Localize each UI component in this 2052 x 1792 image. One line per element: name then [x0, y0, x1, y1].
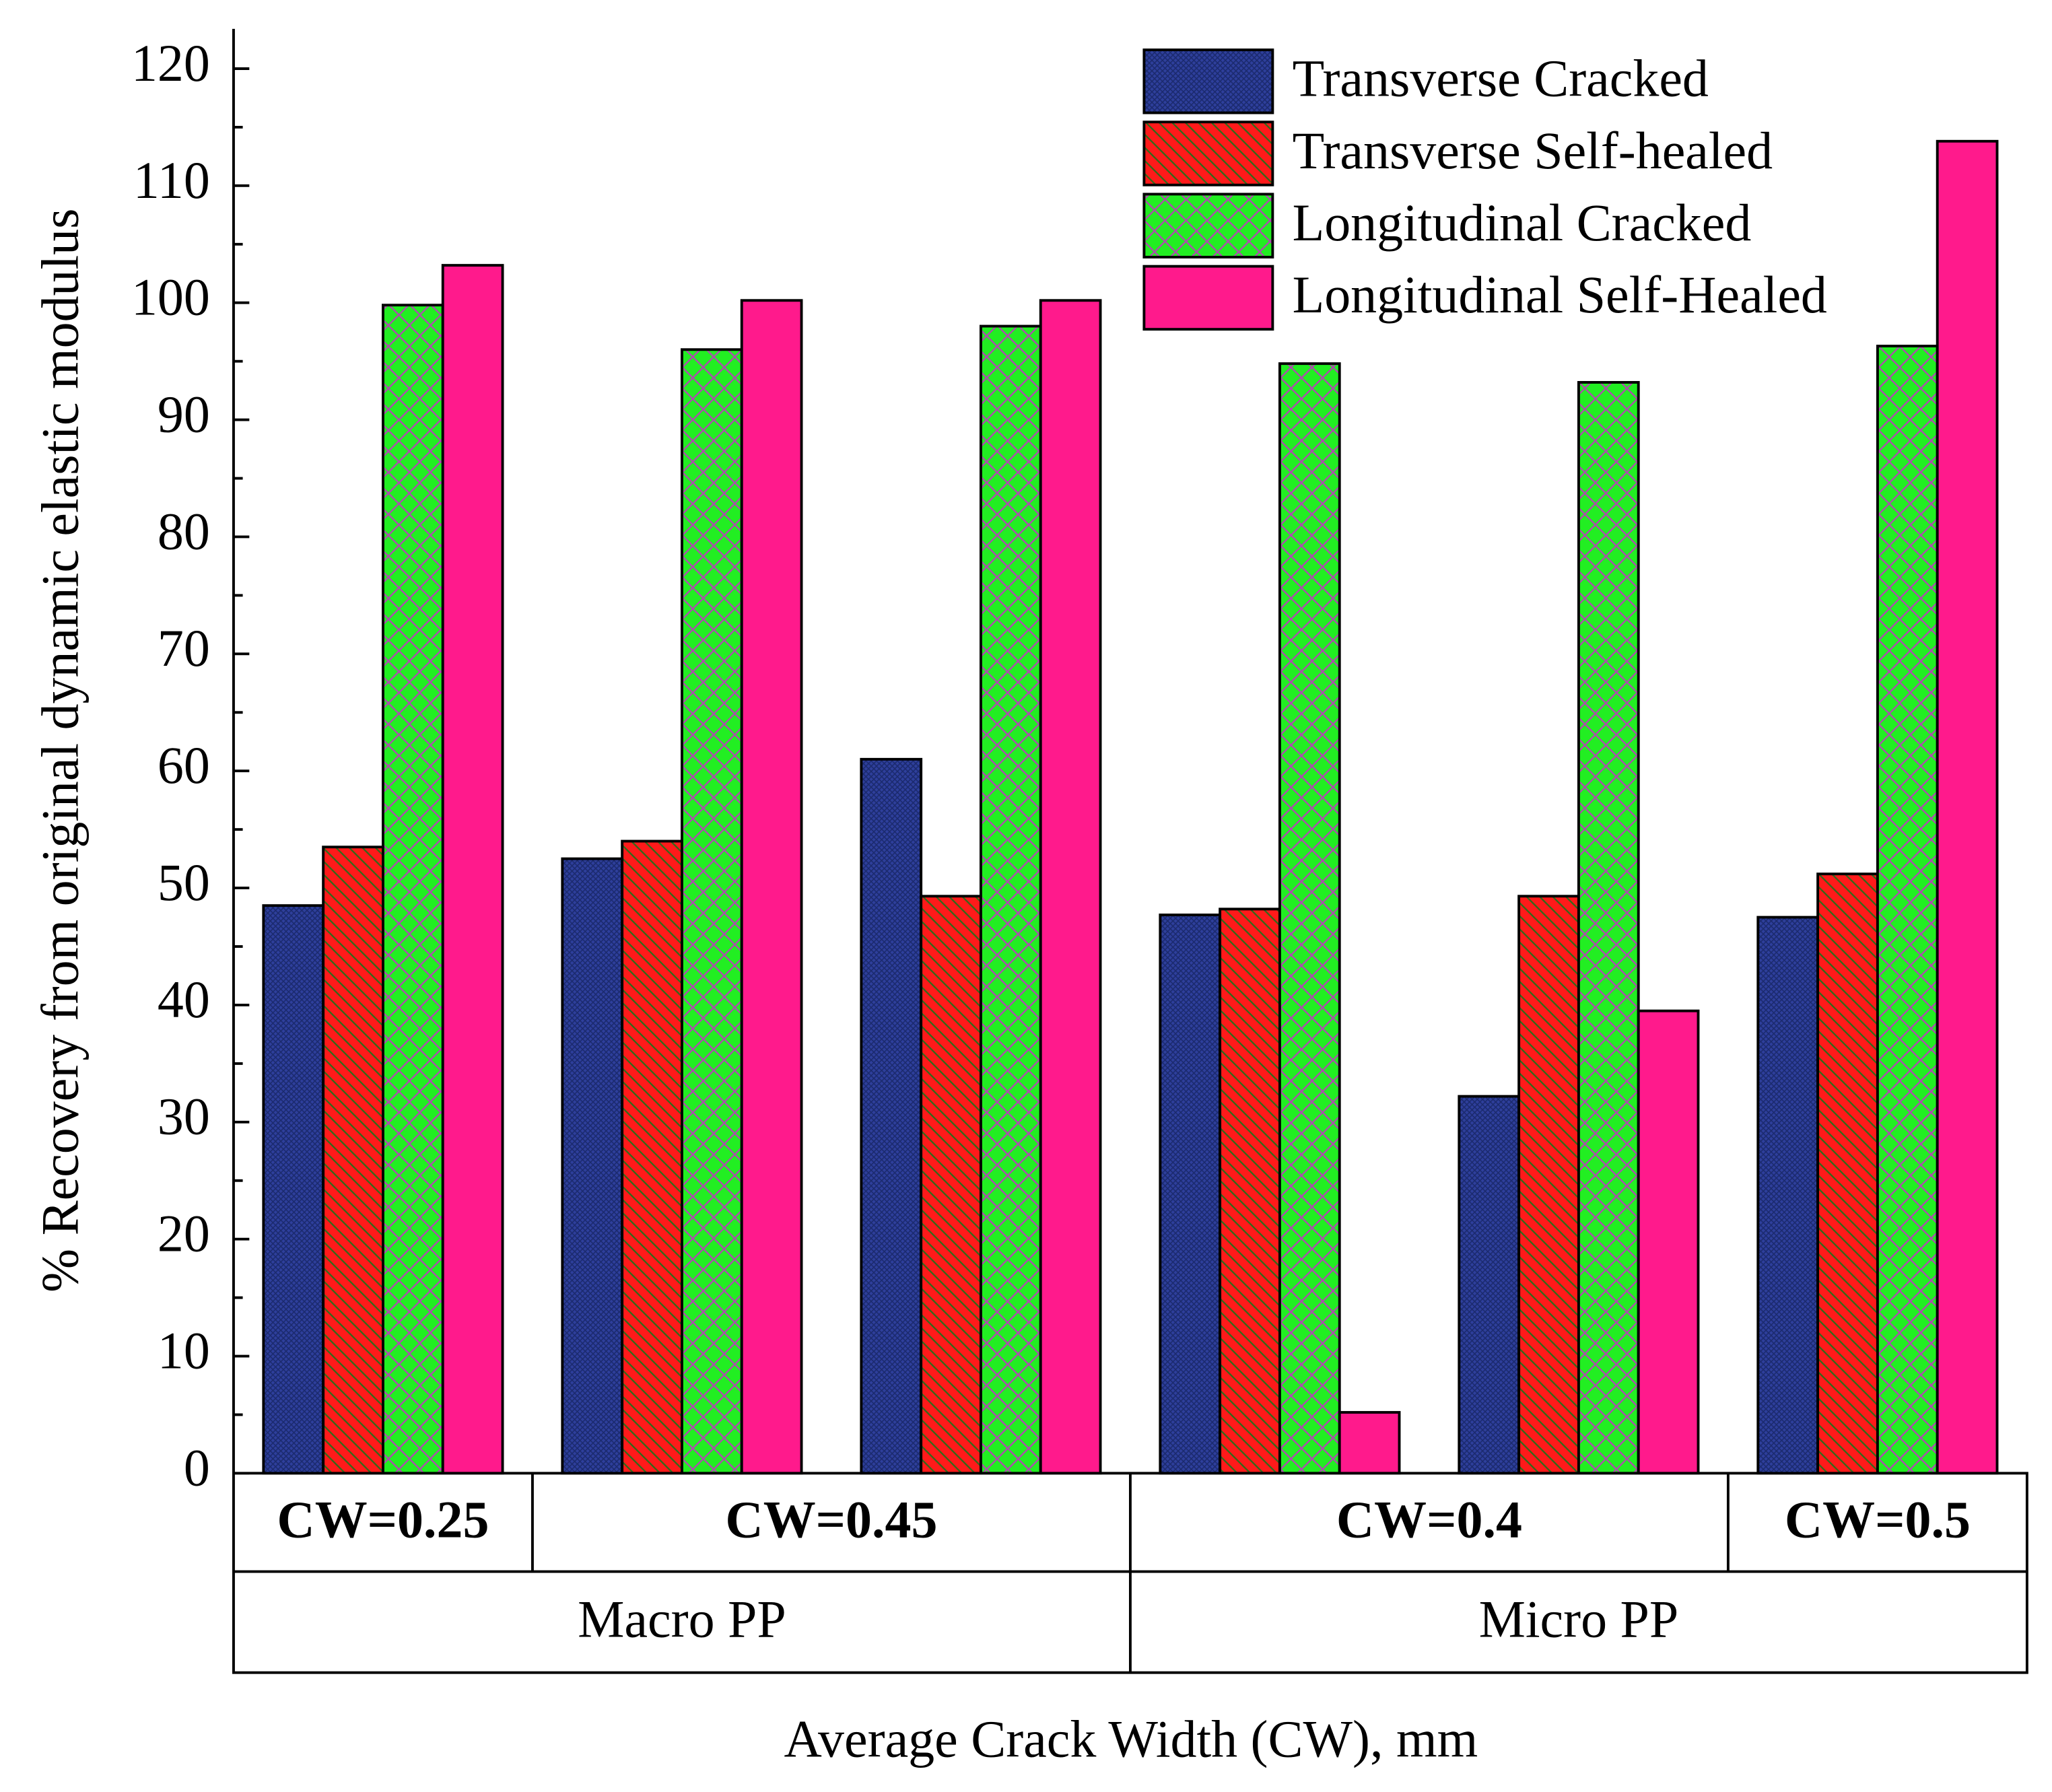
- category-label: Macro PP: [578, 1590, 786, 1648]
- bar: [979, 324, 1042, 1475]
- y-tick-label: 120: [131, 34, 210, 92]
- category-label: CW=0.5: [1785, 1490, 1971, 1548]
- legend-swatch: [1142, 120, 1274, 186]
- bar: [1159, 914, 1222, 1475]
- bar: [1039, 299, 1102, 1475]
- bar: [1517, 895, 1580, 1475]
- bar: [381, 304, 444, 1475]
- bar: [740, 299, 803, 1475]
- bar: [322, 846, 384, 1475]
- y-tick-label: 10: [158, 1321, 210, 1379]
- y-tick-label: 0: [184, 1439, 210, 1496]
- bar: [1577, 381, 1640, 1475]
- y-tick-label: 30: [158, 1088, 210, 1146]
- y-tick-label: 20: [158, 1205, 210, 1263]
- y-tick-label: 80: [158, 502, 210, 560]
- y-tick-label: 90: [158, 385, 210, 443]
- y-tick-label: 50: [158, 854, 210, 911]
- bar: [1338, 1411, 1401, 1475]
- bar: [680, 348, 743, 1475]
- legend-label: Transverse Self-healed: [1293, 122, 1773, 180]
- legend-swatch: [1142, 193, 1274, 259]
- y-tick-label: 60: [158, 736, 210, 794]
- bar: [1219, 907, 1281, 1475]
- legend-swatch: [1142, 265, 1274, 331]
- y-tick-label: 70: [158, 619, 210, 677]
- y-tick-label: 40: [158, 971, 210, 1029]
- bar: [1458, 1095, 1521, 1475]
- y-tick-label: 110: [133, 151, 210, 209]
- bar: [1278, 362, 1341, 1475]
- bar: [262, 904, 325, 1475]
- legend-label: Longitudinal Self-Healed: [1293, 266, 1827, 324]
- bar: [1936, 139, 1999, 1475]
- bar: [621, 839, 683, 1475]
- legend-label: Transverse Cracked: [1293, 50, 1709, 108]
- category-label: CW=0.45: [725, 1490, 937, 1548]
- category-label: CW=0.4: [1336, 1490, 1522, 1548]
- bar: [1876, 345, 1939, 1475]
- bar: [1816, 872, 1879, 1475]
- legend-swatch: [1142, 48, 1274, 114]
- bar: [561, 857, 624, 1475]
- y-tick-label: 100: [131, 269, 210, 326]
- bar: [920, 895, 982, 1475]
- category-label: Micro PP: [1479, 1590, 1679, 1648]
- bar: [860, 757, 923, 1475]
- bar: [1637, 1009, 1700, 1475]
- bar: [441, 264, 504, 1475]
- y-axis-title: % Recovery from original dynamic elastic…: [31, 209, 89, 1293]
- category-label: CW=0.25: [277, 1490, 489, 1548]
- bar: [1756, 916, 1820, 1475]
- legend-label: Longitudinal Cracked: [1293, 194, 1752, 252]
- x-axis-title: Average Crack Width (CW), mm: [784, 1711, 1478, 1768]
